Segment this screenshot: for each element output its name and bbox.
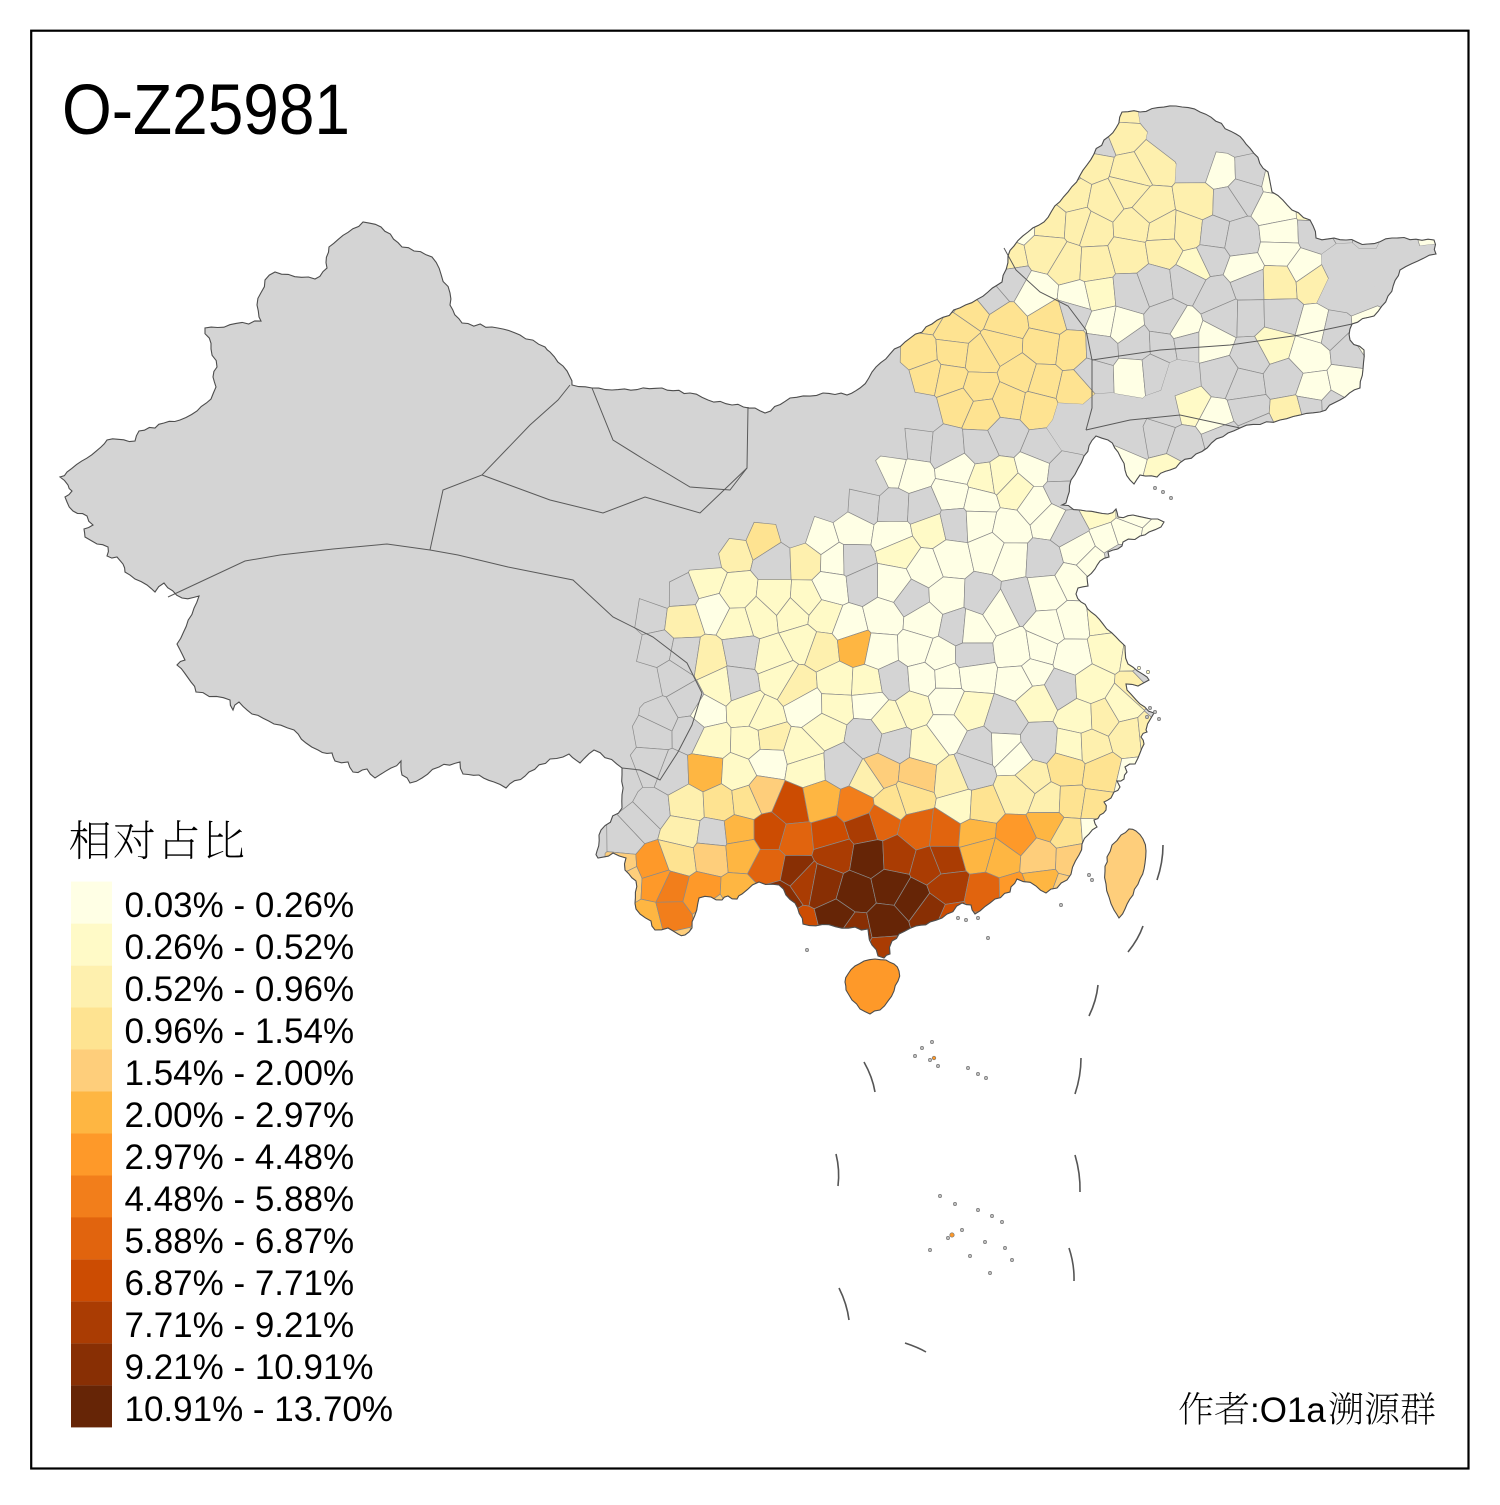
svg-text:7.71% - 9.21%: 7.71% - 9.21%	[125, 1306, 355, 1345]
svg-text:1.54% - 2.00%: 1.54% - 2.00%	[125, 1054, 355, 1093]
svg-text:9.21% - 10.91%: 9.21% - 10.91%	[125, 1348, 374, 1387]
svg-text:O-Z25981: O-Z25981	[62, 71, 350, 150]
svg-text::O1a: :O1a	[1250, 1391, 1326, 1430]
svg-text:0.03% - 0.26%: 0.03% - 0.26%	[125, 886, 355, 925]
svg-text:5.88% - 6.87%: 5.88% - 6.87%	[125, 1222, 355, 1261]
svg-text:10.91% - 13.70%: 10.91% - 13.70%	[125, 1390, 394, 1429]
svg-text:6.87% - 7.71%: 6.87% - 7.71%	[125, 1264, 355, 1303]
svg-text:0.26% - 0.52%: 0.26% - 0.52%	[125, 928, 355, 967]
svg-text:4.48% - 5.88%: 4.48% - 5.88%	[125, 1180, 355, 1219]
svg-text:2.00% - 2.97%: 2.00% - 2.97%	[125, 1096, 355, 1135]
svg-text:0.96% - 1.54%: 0.96% - 1.54%	[125, 1012, 355, 1051]
svg-text:0.52% - 0.96%: 0.52% - 0.96%	[125, 970, 355, 1009]
svg-text:2.97% - 4.48%: 2.97% - 4.48%	[125, 1138, 355, 1177]
